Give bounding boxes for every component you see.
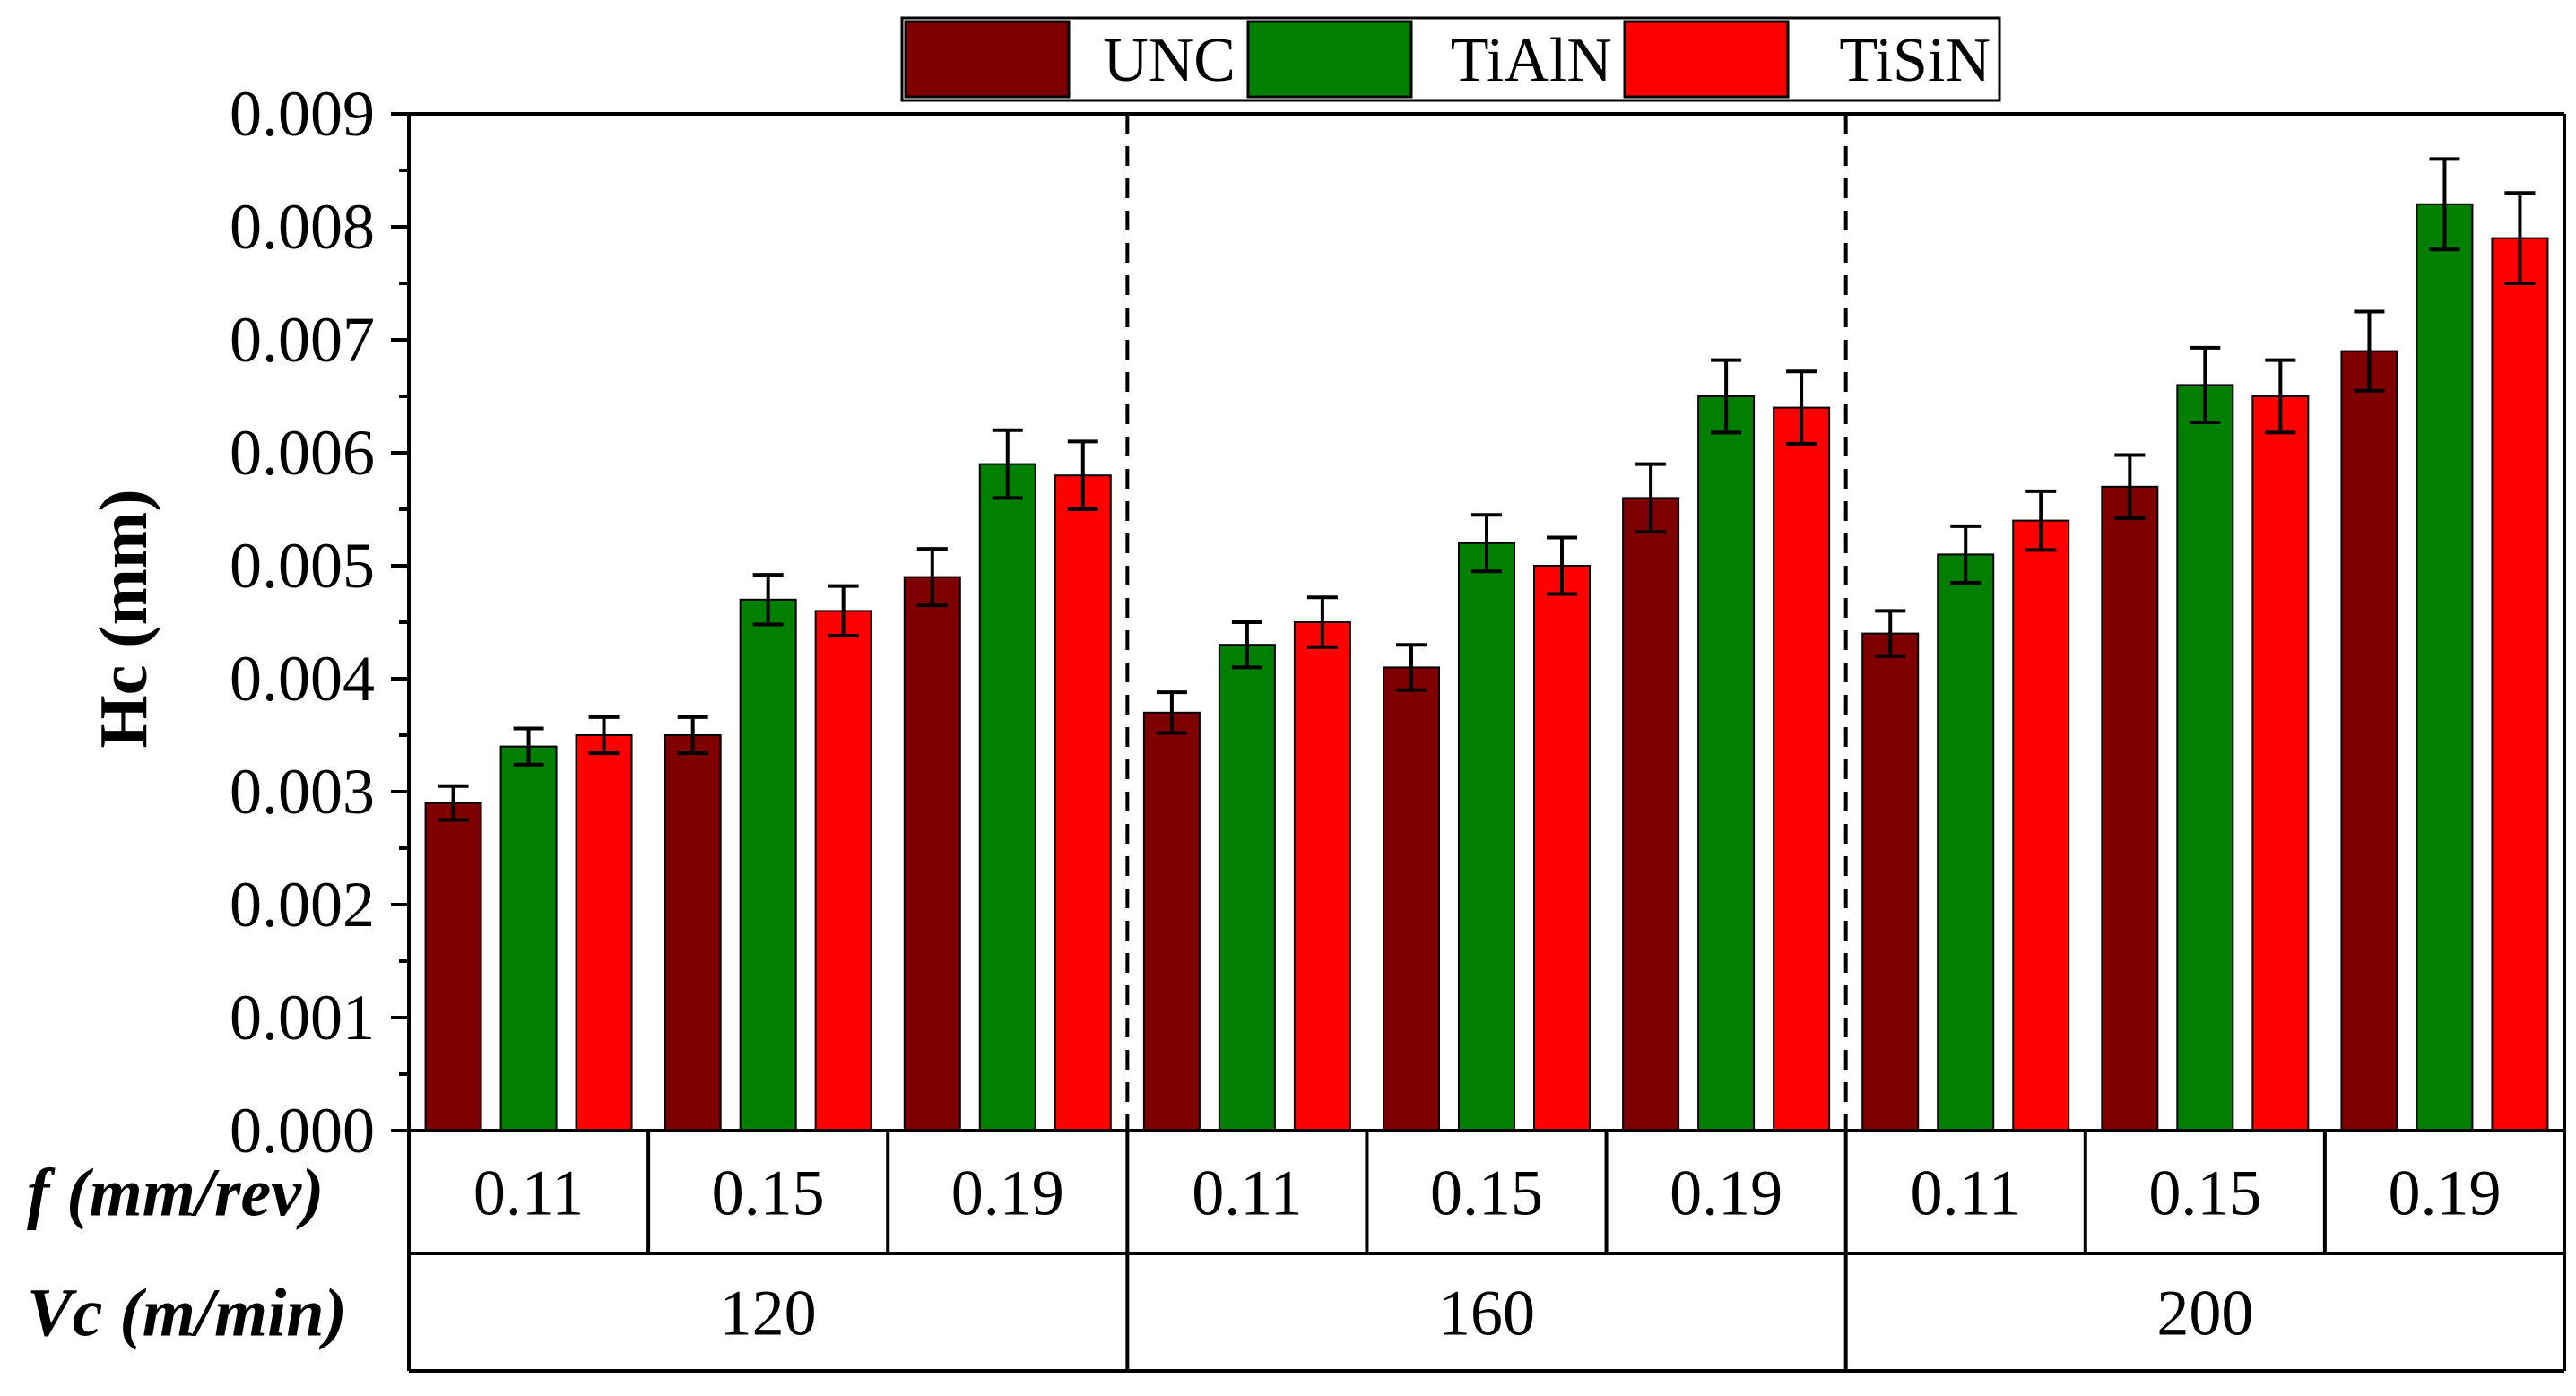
- y-tick-label: 0.004: [230, 643, 375, 715]
- y-tick-label: 0.003: [230, 756, 375, 828]
- legend-swatch-tialn: [1246, 20, 1413, 99]
- speed-label: 120: [720, 1278, 817, 1349]
- plot-frame: [409, 112, 2566, 1132]
- bar-tisin-120-0.15: [814, 610, 872, 1132]
- y-tick-label: 0.002: [230, 869, 375, 941]
- bar-tialn-200-0.11: [1937, 553, 1995, 1132]
- bar-tialn-200-0.19: [2416, 203, 2474, 1132]
- feed-label: 0.11: [1192, 1158, 1302, 1229]
- feed-label: 0.19: [951, 1158, 1064, 1229]
- feed-label: 0.19: [2388, 1158, 2501, 1229]
- y-tick-label: 0.008: [230, 191, 375, 263]
- bar-tialn-120-0.19: [978, 463, 1036, 1132]
- legend-swatch-unc: [904, 20, 1071, 99]
- bar-tisin-200-0.15: [2251, 395, 2310, 1132]
- bar-tisin-160-0.11: [1293, 621, 1351, 1132]
- legend: UNC TiAlN TiSiN: [900, 16, 2001, 102]
- bar-unc-160-0.15: [1383, 666, 1440, 1132]
- bar-tisin-120-0.11: [575, 734, 633, 1132]
- legend-label-tialn: TiAlN: [1451, 26, 1612, 95]
- bar-tialn-200-0.15: [2176, 384, 2234, 1132]
- y-axis-title: Hc (mm): [86, 489, 161, 748]
- bar-tisin-200-0.11: [2012, 519, 2070, 1132]
- bar-unc-120-0.11: [424, 802, 482, 1132]
- bar-unc-160-0.11: [1142, 711, 1201, 1132]
- bars: [424, 157, 2549, 1132]
- speed-label: 160: [1438, 1278, 1535, 1349]
- y-tick-label: 0.001: [230, 982, 375, 1054]
- bar-tialn-120-0.11: [499, 745, 558, 1132]
- bar-tialn-160-0.19: [1697, 395, 1756, 1132]
- y-tick-label: 0.009: [230, 78, 375, 150]
- feed-label: 0.11: [1911, 1158, 2021, 1229]
- feed-label: 0.15: [712, 1158, 825, 1229]
- bar-unc-200-0.19: [2340, 350, 2398, 1132]
- bar-tisin-200-0.19: [2491, 237, 2549, 1132]
- bar-tisin-120-0.19: [1054, 474, 1112, 1132]
- bar-tialn-160-0.15: [1458, 542, 1515, 1132]
- bar-unc-200-0.15: [2101, 485, 2159, 1132]
- speed-row-title: Vc (m/min): [27, 1276, 347, 1351]
- y-tick-label: 0.005: [230, 530, 375, 602]
- bar-unc-200-0.11: [1861, 632, 1920, 1132]
- feed-label: 0.15: [2148, 1158, 2261, 1229]
- bar-tialn-160-0.11: [1218, 644, 1276, 1132]
- bar-tialn-120-0.15: [739, 598, 797, 1132]
- y-axis: 0.000 0.001 0.002 0.003 0.004 0.005 0.006 0.007…: [230, 78, 411, 1166]
- feed-label: 0.15: [1430, 1158, 1543, 1229]
- bar-tisin-160-0.15: [1533, 565, 1591, 1132]
- legend-label-unc: UNC: [1103, 26, 1236, 95]
- bar-tisin-160-0.19: [1773, 406, 1831, 1132]
- speed-label: 200: [2156, 1278, 2253, 1349]
- feed-label: 0.19: [1670, 1158, 1782, 1229]
- legend-label-tisin: TiSiN: [1839, 26, 1991, 95]
- y-tick-label: 0.006: [230, 417, 375, 489]
- bar-unc-120-0.19: [903, 576, 961, 1132]
- x-axis-table: 0.11 0.15 0.19 120 0.11 0.15 0.19 160 0.11 0.15 0.…: [27, 1131, 2566, 1373]
- feed-label: 0.11: [473, 1158, 584, 1229]
- y-tick-label: 0.007: [230, 304, 375, 376]
- legend-box: [900, 16, 2001, 102]
- feed-row-title: f (mm/rev): [27, 1156, 324, 1231]
- bar-unc-120-0.15: [664, 734, 722, 1132]
- y-tick-label: 0.000: [230, 1095, 375, 1166]
- legend-swatch-tisin: [1623, 20, 1790, 99]
- bar-unc-160-0.19: [1622, 497, 1680, 1132]
